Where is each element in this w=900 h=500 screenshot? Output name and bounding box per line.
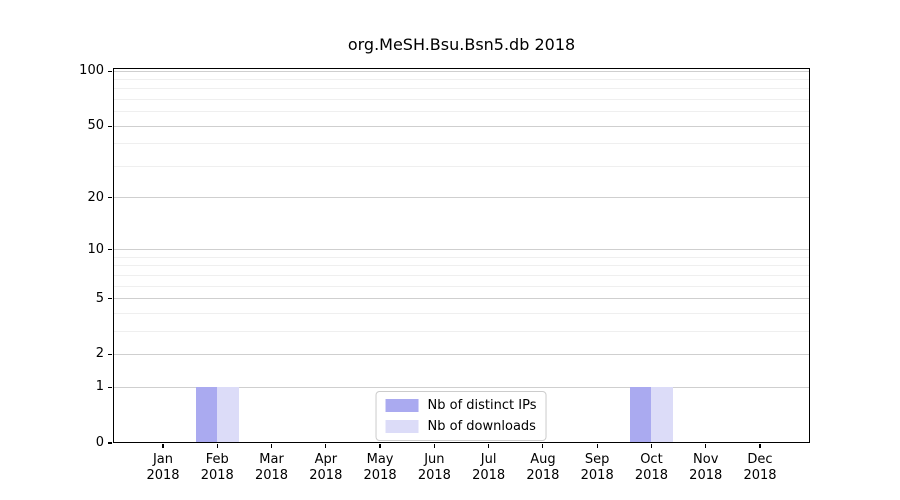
x-tick-label-month: Jun xyxy=(424,452,445,467)
x-tick-mark xyxy=(325,444,327,448)
y-tick-label: 0 xyxy=(95,435,104,450)
minor-gridline xyxy=(113,111,810,113)
y-tick-mark xyxy=(108,442,112,444)
x-tick-label: Jul 2018 xyxy=(459,452,519,484)
y-tick-label: 50 xyxy=(87,118,104,134)
x-tick-label-year: 2018 xyxy=(146,468,180,483)
x-tick-label-year: 2018 xyxy=(254,468,289,483)
x-tick-label: Sep 2018 xyxy=(567,452,627,484)
major-gridline xyxy=(113,70,810,72)
y-tick-label: 20 xyxy=(87,189,104,205)
major-gridline xyxy=(113,249,810,251)
x-tick-mark xyxy=(705,444,707,448)
x-tick-mark xyxy=(759,444,761,448)
x-tick-label-month: Aug xyxy=(530,452,556,467)
legend-label-downloads: Nb of downloads xyxy=(427,419,536,434)
x-tick-label: Apr 2018 xyxy=(296,452,356,484)
chart-title: org.MeSH.Bsu.Bsn5.db 2018 xyxy=(347,35,576,54)
x-tick-label-month: Jul xyxy=(480,452,497,467)
x-tick-mark xyxy=(650,444,653,448)
x-tick-mark xyxy=(488,444,490,448)
major-gridline xyxy=(113,298,810,300)
x-tick-label: Dec 2018 xyxy=(730,452,790,484)
bar-feb-distinct-ips xyxy=(195,387,218,443)
x-tick-mark xyxy=(270,444,273,448)
x-tick-label-month: Feb xyxy=(205,452,229,467)
x-tick-label: Aug 2018 xyxy=(513,452,573,484)
minor-gridline xyxy=(113,79,810,81)
y-tick-mark xyxy=(108,249,112,251)
minor-gridline xyxy=(113,265,810,267)
minor-gridline xyxy=(113,165,810,167)
x-tick-label-month: Jan xyxy=(152,452,174,467)
minor-gridline xyxy=(113,256,810,258)
y-tick-label: 1 xyxy=(95,379,104,395)
x-tick-label-month: Sep xyxy=(584,452,610,467)
minor-gridline xyxy=(113,99,810,101)
major-gridline xyxy=(113,125,810,127)
x-tick-label-year: 2018 xyxy=(526,468,560,483)
x-tick-label: Oct 2018 xyxy=(621,452,681,484)
major-gridline xyxy=(113,386,810,388)
legend-item-distinct-ips: Nb of distinct IPs xyxy=(385,397,537,414)
x-tick-mark xyxy=(216,444,218,448)
legend-swatch-downloads xyxy=(385,420,419,433)
bar-feb-downloads xyxy=(217,387,239,443)
x-tick-label-year: 2018 xyxy=(580,468,614,483)
minor-gridline xyxy=(113,285,810,287)
x-tick-label-month: Mar xyxy=(259,452,284,467)
x-tick-label-month: Oct xyxy=(640,452,663,467)
x-tick-label-year: 2018 xyxy=(743,468,777,483)
x-tick-mark xyxy=(596,444,598,448)
y-tick-mark xyxy=(108,70,112,72)
y-tick-label: 2 xyxy=(95,346,104,362)
y-tick-label: 100 xyxy=(79,63,104,79)
major-gridline xyxy=(113,353,810,355)
x-tick-label-month: Nov xyxy=(693,452,719,467)
y-tick-mark xyxy=(108,197,112,199)
bar-oct-downloads xyxy=(651,387,674,443)
y-tick-label: 10 xyxy=(87,241,104,257)
bar-oct-distinct-ips xyxy=(629,387,652,443)
y-tick-mark xyxy=(108,353,112,356)
x-tick-label: Jan 2018 xyxy=(133,452,193,484)
minor-gridline xyxy=(113,274,810,276)
y-tick-mark xyxy=(108,125,112,127)
legend: Nb of distinct IPs Nb of downloads xyxy=(375,391,547,441)
legend-item-downloads: Nb of downloads xyxy=(385,418,537,435)
x-tick-label: Jun 2018 xyxy=(404,452,464,484)
x-tick-label-year: 2018 xyxy=(689,468,723,483)
x-tick-label-year: 2018 xyxy=(472,468,506,483)
x-tick-mark xyxy=(433,444,435,448)
x-tick-mark xyxy=(542,444,544,448)
x-tick-label-year: 2018 xyxy=(634,468,668,483)
minor-gridline xyxy=(113,88,810,90)
minor-gridline xyxy=(113,330,810,332)
x-tick-label: Nov 2018 xyxy=(676,452,736,484)
x-tick-label-month: May xyxy=(366,452,394,467)
y-tick-mark xyxy=(108,386,112,388)
x-tick-label-year: 2018 xyxy=(363,468,397,483)
x-tick-label-month: Dec xyxy=(747,452,773,467)
x-tick-label: Feb 2018 xyxy=(187,452,247,484)
x-tick-mark xyxy=(162,444,164,448)
x-tick-label-year: 2018 xyxy=(309,468,343,483)
x-tick-mark xyxy=(379,444,381,448)
legend-swatch-distinct-ips xyxy=(385,399,419,412)
x-tick-label-year: 2018 xyxy=(200,468,234,483)
x-tick-label: Mar 2018 xyxy=(242,452,302,484)
y-tick-label: 5 xyxy=(95,290,104,306)
y-tick-mark xyxy=(108,298,112,300)
minor-gridline xyxy=(113,143,810,145)
major-gridline xyxy=(113,197,810,199)
plot-area xyxy=(113,68,810,443)
x-tick-label: May 2018 xyxy=(350,452,410,484)
legend-label-distinct-ips: Nb of distinct IPs xyxy=(427,398,537,413)
x-tick-label-month: Apr xyxy=(314,452,338,467)
minor-gridline xyxy=(113,312,810,314)
x-tick-label-year: 2018 xyxy=(417,468,451,483)
